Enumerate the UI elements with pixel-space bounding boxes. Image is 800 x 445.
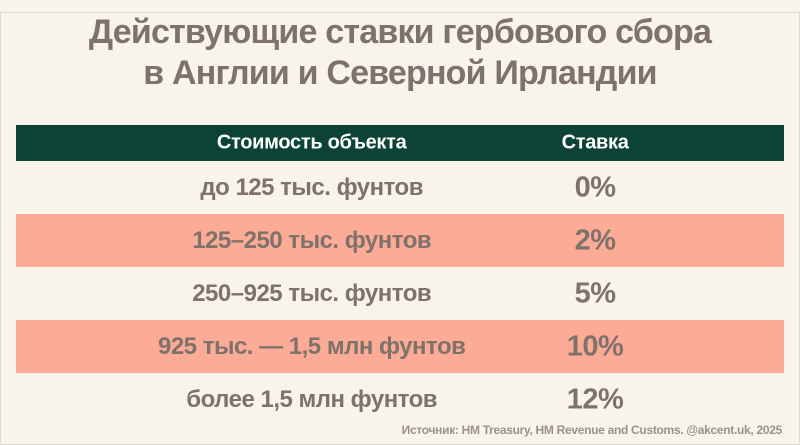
row-value: 5% [574, 277, 616, 309]
row-value: 10% [566, 330, 624, 362]
row-value: 2% [574, 224, 616, 256]
table-body: до 125 тыс. фунтов 0% 125–250 тыс. фунто… [16, 161, 784, 426]
column-header-property-value: Стоимость объекта [216, 131, 407, 154]
page-title: Действующие ставки гербового сбора в Анг… [0, 12, 800, 94]
column-header-rate: Ставка [561, 131, 629, 154]
table-row: 925 тыс. — 1,5 млн фунтов 10% [16, 320, 784, 373]
table-row: до 125 тыс. фунтов 0% [16, 161, 784, 214]
row-label: 250–925 тыс. фунтов [192, 279, 432, 307]
source-credit: Источник: HM Treasury, HM Revenue and Cu… [401, 423, 783, 437]
infographic-card: { "title": { "line1": "Действующие ставк… [0, 12, 800, 445]
table-row: 125–250 тыс. фунтов 2% [16, 214, 784, 267]
row-value: 0% [574, 171, 616, 203]
rates-table: Стоимость объекта Ставка до 125 тыс. фун… [16, 125, 784, 426]
page-title-line-2: в Англии и Северной Ирландии [143, 54, 657, 92]
row-label: более 1,5 млн фунтов [186, 385, 438, 413]
row-label: до 125 тыс. фунтов [200, 173, 423, 201]
row-label: 125–250 тыс. фунтов [192, 226, 432, 254]
row-label: 925 тыс. — 1,5 млн фунтов [157, 332, 466, 360]
row-value: 12% [566, 383, 624, 415]
page-title-line-1: Действующие ставки гербового сбора [88, 13, 712, 51]
table-row: 250–925 тыс. фунтов 5% [16, 267, 784, 320]
table-row: более 1,5 млн фунтов 12% [16, 373, 784, 426]
table-header-row: Стоимость объекта Ставка [16, 125, 784, 161]
